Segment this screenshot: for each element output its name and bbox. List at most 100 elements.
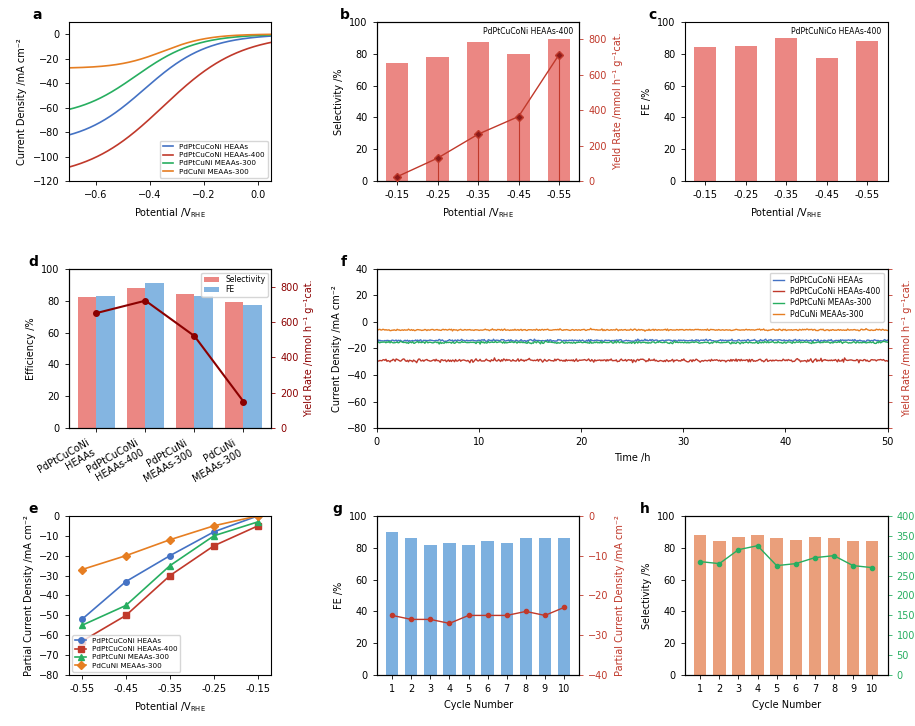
PdPtCuCoNi HEAAs: [129, 93, 140, 102]
PdPtCuCoNi HEAAs: [210, 41, 221, 49]
Bar: [508, 54, 530, 182]
PdPtCuCoNi HEAAs: [677, 336, 688, 345]
PdPtCuCoNi HEAAs: [253, 511, 264, 520]
Line: PdPtCuCoNi HEAAs-400: PdPtCuCoNi HEAAs-400: [377, 358, 888, 363]
PdPtCuCoNi HEAAs: [121, 577, 132, 586]
PdPtCuNi MEAAs-300: [88, 97, 99, 106]
PdCuNi MEAAs-300: [210, 33, 221, 41]
Bar: [548, 39, 570, 182]
PdCuNi MEAAs-300: [586, 324, 597, 333]
Bar: [775, 38, 797, 182]
PdPtCuCoNi HEAAs: [210, 40, 221, 49]
Legend: PdPtCuCoNi HEAAs, PdPtCuCoNi HEAAs-400, PdPtCuNi MEAAs-300, PdCuNi MEAAs-300: PdPtCuCoNi HEAAs, PdPtCuCoNi HEAAs-400, …: [72, 635, 180, 672]
Line: PdCuNi MEAAs-300: PdCuNi MEAAs-300: [69, 34, 272, 68]
Line: PdPtCuNi MEAAs-300: PdPtCuNi MEAAs-300: [69, 35, 272, 110]
PdPtCuNi MEAAs-300: [872, 338, 883, 346]
PdPtCuCoNi HEAAs: [650, 336, 661, 345]
Y-axis label: Yield Rate /mmol h⁻¹ g⁻¹cat.: Yield Rate /mmol h⁻¹ g⁻¹cat.: [902, 280, 912, 417]
Bar: [558, 538, 570, 675]
Line: PdPtCuCoNi HEAAs: PdPtCuCoNi HEAAs: [69, 36, 272, 135]
PdPtCuCoNi HEAAs-400: [371, 356, 382, 364]
Bar: [713, 542, 726, 675]
PdCuNi MEAAs-300: [650, 325, 661, 334]
Legend: PdPtCuCoNi HEAAs, PdPtCuCoNi HEAAs-400, PdPtCuNi MEAAs-300, PdCuNi MEAAs-300: PdPtCuCoNi HEAAs, PdPtCuCoNi HEAAs-400, …: [160, 141, 268, 178]
Bar: [809, 537, 821, 675]
PdPtCuCoNi HEAAs: [792, 336, 803, 345]
PdPtCuCoNi HEAAs: [618, 337, 629, 346]
PdPtCuCoNi HEAAs-400: [129, 128, 140, 136]
PdCuNi MEAAs-300: [615, 326, 626, 335]
PdPtCuNi MEAAs-300: [791, 338, 802, 346]
Bar: [127, 288, 145, 428]
Y-axis label: Current Density /mA cm⁻²: Current Density /mA cm⁻²: [331, 285, 341, 412]
PdPtCuCoNi HEAAs-400: [649, 355, 660, 364]
PdPtCuCoNi HEAAs-400: [791, 355, 802, 364]
PdPtCuNi MEAAs-300: [615, 338, 626, 346]
Line: PdPtCuCoNi HEAAs: PdPtCuCoNi HEAAs: [79, 513, 261, 622]
PdPtCuCoNi HEAAs-400: [253, 521, 264, 530]
PdPtCuCoNi HEAAs: [165, 551, 176, 560]
Legend: PdPtCuCoNi HEAAs, PdPtCuCoNi HEAAs-400, PdPtCuNi MEAAs-300, PdCuNi MEAAs-300: PdPtCuCoNi HEAAs, PdPtCuCoNi HEAAs-400, …: [770, 273, 884, 322]
Y-axis label: FE /%: FE /%: [642, 88, 651, 115]
X-axis label: Potential /V$_\mathrm{RHE}$: Potential /V$_\mathrm{RHE}$: [442, 205, 514, 219]
PdPtCuNi MEAAs-300: [253, 518, 264, 526]
PdPtCuCoNi HEAAs-400: [854, 359, 865, 367]
Bar: [828, 538, 840, 675]
PdPtCuCoNi HEAAs-400: [76, 637, 87, 645]
PdPtCuNi MEAAs-300: [882, 338, 893, 346]
PdPtCuNi MEAAs-300: [165, 561, 176, 570]
PdPtCuCoNi HEAAs: [371, 335, 382, 344]
Text: d: d: [28, 255, 38, 269]
PdPtCuCoNi HEAAs-400: [209, 542, 220, 550]
PdCuNi MEAAs-300: [144, 52, 155, 61]
Bar: [501, 543, 513, 675]
Y-axis label: Yield Rate /mmol h⁻¹ g⁻¹cat.: Yield Rate /mmol h⁻¹ g⁻¹cat.: [612, 33, 622, 171]
PdPtCuCoNi HEAAs-400: [882, 356, 893, 365]
PdPtCuNi MEAAs-300: [210, 35, 221, 44]
Bar: [426, 57, 448, 182]
PdCuNi MEAAs-300: [253, 511, 264, 520]
Y-axis label: Current Density /mA cm⁻²: Current Density /mA cm⁻²: [17, 38, 27, 165]
Bar: [481, 542, 494, 675]
Y-axis label: Partial Current Density /mA cm⁻²: Partial Current Density /mA cm⁻²: [615, 515, 625, 676]
PdPtCuCoNi HEAAs-400: [615, 355, 626, 364]
Text: e: e: [28, 502, 38, 515]
X-axis label: Cycle Number: Cycle Number: [444, 700, 512, 710]
PdPtCuNi MEAAs-300: [371, 338, 382, 346]
Bar: [467, 43, 490, 182]
PdPtCuCoNi HEAAs-400: [210, 59, 221, 68]
Bar: [425, 544, 436, 675]
PdPtCuCoNi HEAAs: [76, 615, 87, 624]
Bar: [96, 296, 115, 428]
PdPtCuCoNi HEAAs: [88, 122, 99, 131]
Text: f: f: [341, 255, 347, 269]
Bar: [751, 535, 764, 675]
PdPtCuNi MEAAs-300: [121, 601, 132, 610]
Y-axis label: Partial Current Density /mA cm⁻²: Partial Current Density /mA cm⁻²: [24, 515, 34, 676]
Bar: [520, 538, 532, 675]
Text: PdPtCuCoNi HEAAs-400: PdPtCuCoNi HEAAs-400: [483, 27, 574, 36]
PdPtCuCoNi HEAAs: [872, 336, 883, 345]
Line: PdPtCuCoNi HEAAs: PdPtCuCoNi HEAAs: [377, 339, 888, 342]
PdPtCuCoNi HEAAs-400: [121, 611, 132, 620]
PdCuNi MEAAs-300: [121, 551, 132, 560]
Text: c: c: [649, 7, 657, 22]
PdPtCuCoNi HEAAs-400: [618, 356, 629, 365]
PdCuNi MEAAs-300: [618, 325, 629, 334]
PdPtCuNi MEAAs-300: [835, 337, 846, 346]
Line: PdPtCuCoNi HEAAs-400: PdPtCuCoNi HEAAs-400: [69, 42, 272, 167]
PdPtCuNi MEAAs-300: [618, 338, 629, 347]
Bar: [176, 294, 195, 428]
PdCuNi MEAAs-300: [640, 327, 651, 335]
PdPtCuNi MEAAs-300: [190, 40, 201, 49]
PdPtCuCoNi HEAAs-400: [88, 154, 99, 163]
PdPtCuCoNi HEAAs-400: [266, 38, 277, 46]
Line: PdCuNi MEAAs-300: PdCuNi MEAAs-300: [377, 328, 888, 331]
PdPtCuCoNi HEAAs: [144, 81, 155, 89]
Bar: [790, 539, 802, 675]
Bar: [462, 544, 475, 675]
Bar: [386, 531, 398, 675]
Text: g: g: [332, 502, 342, 515]
PdCuNi MEAAs-300: [63, 63, 74, 72]
Bar: [866, 542, 878, 675]
